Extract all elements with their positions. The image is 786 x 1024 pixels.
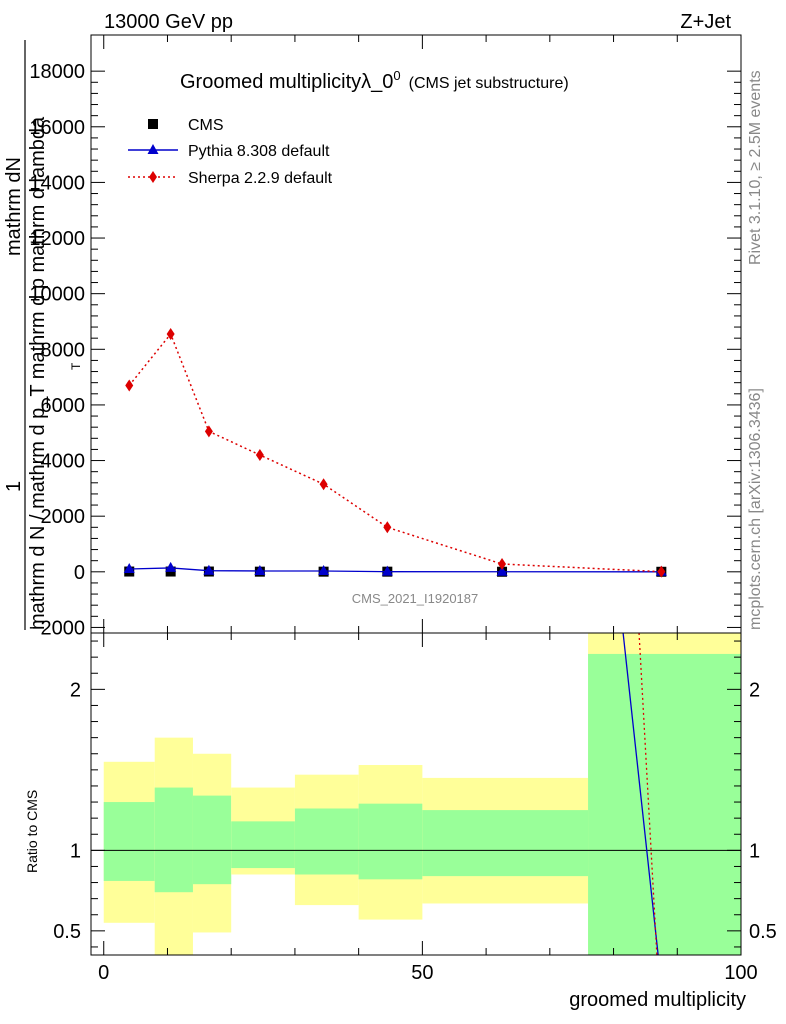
chart-title-sup: 0: [393, 68, 400, 83]
series-line-2: [128, 332, 662, 573]
ratio-y-label: Ratio to CMS: [24, 790, 40, 873]
ratio-band-green: [103, 802, 155, 881]
ratio-x-tick-label: 50: [411, 962, 433, 984]
mcplots-label: mcplots.cern.ch [arXiv:1306.3436]: [747, 388, 764, 630]
ratio-band-green: [422, 810, 589, 877]
sherpa-point: [657, 565, 666, 578]
sherpa-point: [204, 425, 213, 438]
pythia-point: [318, 564, 330, 575]
watermark: CMS_2021_I1920187: [352, 591, 479, 606]
rivet-label: Rivet 3.1.10, ≥ 2.5M events: [747, 70, 764, 265]
legend-label-2: Sherpa 2.2.9 default: [188, 170, 333, 187]
series-line-1: [129, 567, 662, 573]
y-axis-label-main: mathrm d N / mathrm d p_T mathrm d p mat…: [27, 116, 49, 630]
chart-title-main: Groomed multiplicityλ_0: [180, 71, 393, 93]
ratio-y-tick-label-right: 0.5: [749, 921, 777, 943]
y-axis-label-subscript: T: [69, 362, 83, 370]
main-y-tick-label: 8000: [41, 339, 86, 361]
pythia-point: [165, 561, 177, 572]
ratio-y-tick-label: 0.5: [53, 921, 81, 943]
ratio-band-green: [231, 821, 295, 869]
pythia-point: [123, 563, 135, 574]
sherpa-point: [319, 478, 328, 491]
chart-subtitle: (CMS jet substructure): [409, 75, 569, 92]
main-y-tick-label: 10000: [29, 284, 85, 306]
sherpa-point: [498, 558, 507, 571]
legend-marker-sherpa: [149, 171, 157, 183]
pythia-point: [381, 565, 393, 576]
main-y-tick-label: 6000: [41, 395, 86, 417]
legend-label-0: CMS: [188, 117, 224, 134]
main-y-tick-label: 16000: [29, 117, 85, 139]
ratio-y-tick-label: 2: [70, 679, 81, 701]
ratio-band-green: [294, 808, 359, 875]
main-y-tick-label: −2000: [29, 617, 85, 639]
ratio-frame: [90, 632, 742, 956]
legend-marker-pythia: [147, 144, 159, 154]
main-y-tick-label: 0: [74, 562, 85, 584]
ratio-band-green: [358, 803, 423, 880]
y-axis-label-numerator: 1: [3, 481, 25, 492]
header-process: Z+Jet: [680, 11, 731, 33]
sherpa-point: [383, 521, 392, 534]
ratio-x-tick-label: 0: [98, 962, 109, 984]
legend-marker-cms: [148, 119, 158, 129]
ratio-band-green: [588, 653, 741, 955]
header-energy: 13000 GeV pp: [104, 11, 233, 33]
main-y-tick-label: 12000: [29, 228, 85, 250]
sherpa-point: [166, 328, 175, 340]
sherpa-point: [125, 379, 134, 392]
pythia-point: [254, 564, 266, 575]
main-y-tick-label: 2000: [41, 506, 86, 528]
y-axis-label-main-text: mathrm d N / mathrm d p_T mathrm d p mat…: [27, 116, 49, 630]
y-axis-label-denominator: mathrm dN: [3, 157, 25, 256]
legend-label-1: Pythia 8.308 default: [188, 143, 330, 160]
ratio-band-green: [192, 795, 232, 885]
chart-title: Groomed multiplicityλ_00 (CMS jet substru…: [180, 68, 569, 93]
ratio-band-green: [154, 787, 193, 893]
main-y-tick-label: 14000: [29, 172, 85, 194]
x-axis-label: groomed multiplicity: [569, 989, 746, 1011]
ratio-y-tick-label-right: 1: [749, 840, 760, 862]
main-y-tick-label: 4000: [41, 451, 86, 473]
main-y-tick-label: 18000: [29, 61, 85, 83]
main-panel: −2000 0 2000 4000 6000 8000 10000 12000 14000 160…: [29, 34, 742, 639]
ratio-y-tick-label: 1: [70, 840, 81, 862]
ratio-line-1: [638, 632, 658, 956]
ratio-line-0: [622, 632, 659, 956]
pythia-point: [496, 565, 508, 576]
pythia-point: [203, 564, 215, 575]
sherpa-point: [255, 448, 264, 461]
ratio-panel: 0.5 0.5 1 1 2 2 0 50 100: [53, 632, 777, 984]
ratio-y-tick-label-right: 2: [749, 679, 760, 701]
ratio-x-tick-label: 100: [724, 962, 757, 984]
